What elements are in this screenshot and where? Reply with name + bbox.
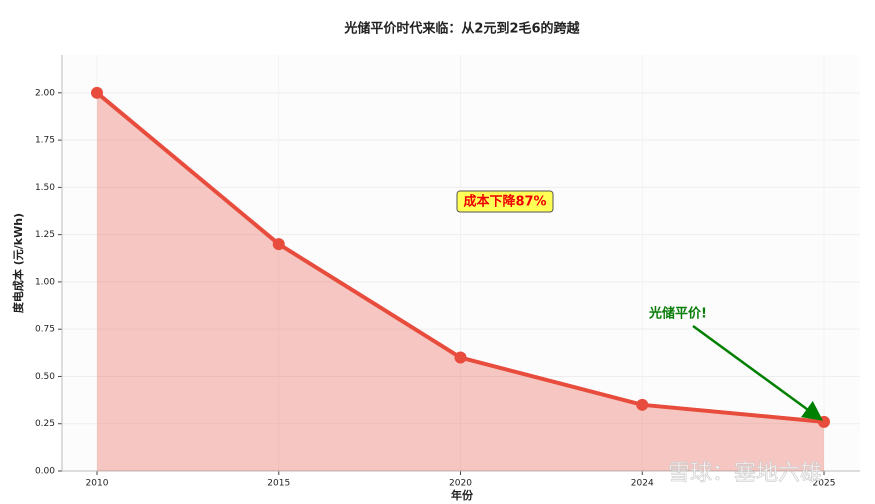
point — [818, 415, 830, 428]
y-tick-label: 1.00 — [35, 277, 55, 287]
point — [91, 86, 103, 99]
x-axis-label: 年份 — [451, 488, 474, 502]
y-tick-label: 0.75 — [35, 325, 55, 335]
watermark: 雪球：塞地六雄 — [668, 461, 822, 486]
x-tick-label: 2025 — [813, 479, 836, 489]
point — [636, 398, 649, 411]
x-tick-label: 2010 — [86, 479, 109, 489]
y-tick-label: 1.50 — [35, 183, 55, 193]
annotation-bg — [456, 190, 554, 213]
chart-title: 光储平价时代来临：从2元到2毛6的跨越 — [343, 21, 580, 37]
annotation: 光储平价! — [648, 306, 707, 322]
y-tick-label: 1.75 — [35, 136, 55, 146]
point — [454, 351, 467, 364]
y-tick-label: 2.00 — [35, 88, 55, 98]
y-axis-label: 度电成本 (元/kWh) — [11, 213, 25, 313]
annotation-arrow — [692, 324, 824, 421]
annotation-box: 成本下降87% — [456, 190, 554, 213]
x-tick-label: 2015 — [267, 479, 290, 489]
x-tick-label: 2024 — [631, 479, 654, 489]
y-tick-label: 0.00 — [35, 467, 55, 477]
y-tick-label: 0.25 — [35, 419, 55, 429]
annotation: 成本下降87% — [463, 194, 546, 210]
y-tick-label: 1.25 — [35, 230, 55, 240]
area — [97, 92, 824, 472]
point — [272, 238, 285, 251]
y-tick-label: 0.50 — [35, 372, 55, 382]
x-tick-label: 2020 — [449, 479, 472, 489]
